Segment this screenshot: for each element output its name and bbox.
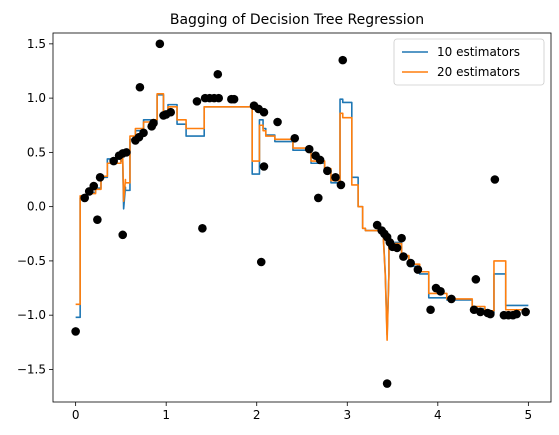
scatter-point (447, 294, 456, 304)
x-tick-label: 4 (434, 408, 442, 422)
scatter-point (323, 166, 332, 176)
scatter-point (229, 94, 239, 104)
y-tick-label: −1.0 (17, 308, 46, 322)
scatter-point (109, 156, 118, 166)
scatter-point (139, 128, 148, 138)
scatter-point (315, 155, 325, 165)
scatter-point (135, 82, 145, 92)
scatter-point (397, 233, 406, 243)
scatter-point (436, 287, 445, 296)
x-tick-label: 5 (525, 408, 533, 422)
scatter-point (213, 69, 223, 79)
y-tick-label: −0.5 (17, 254, 46, 268)
scatter-point (314, 193, 323, 203)
scatter-point (426, 305, 435, 315)
scatter-point (214, 93, 223, 103)
scatter-point (259, 162, 269, 171)
legend-label: 10 estimators (437, 45, 520, 59)
scatter-point (399, 252, 408, 261)
scatter-point (521, 307, 530, 317)
scatter-point (413, 265, 423, 274)
scatter-point (80, 193, 89, 203)
y-tick-label: 0.0 (27, 200, 46, 214)
scatter-point (192, 97, 202, 106)
y-tick-label: −1.5 (17, 362, 46, 376)
scatter-point (122, 148, 131, 157)
scatter-point (259, 107, 269, 117)
scatter-point (512, 309, 521, 319)
scatter-point (93, 215, 102, 224)
scatter-point (338, 55, 348, 65)
plot-area: 0 1 2 3 4 5 −1.5 −1.0 −0.5 0.0 0.5 1.0 1.5 (17, 32, 552, 422)
scatter-point (155, 39, 165, 49)
legend-label: 20 estimators (437, 65, 520, 79)
scatter-point (476, 307, 485, 317)
scatter-point (336, 180, 346, 190)
x-tick-label: 0 (72, 408, 80, 422)
scatter-point (304, 144, 314, 154)
y-tick-label: 0.5 (27, 145, 46, 159)
scatter-point (382, 379, 392, 388)
legend: 10 estimators 20 estimators (393, 38, 545, 86)
scatter-point (166, 107, 176, 117)
scatter-point (149, 118, 158, 128)
scatter-point (198, 224, 207, 233)
x-tick-label: 2 (253, 408, 261, 422)
scatter-points (71, 39, 530, 388)
scatter-point (331, 173, 340, 182)
legend-box (393, 38, 545, 86)
x-tick-label: 1 (162, 408, 170, 422)
scatter-point (273, 117, 282, 127)
scatter-point (256, 257, 266, 267)
axes-frame (52, 32, 552, 403)
y-tick-label: 1.0 (27, 91, 46, 105)
scatter-point (471, 275, 481, 284)
scatter-point (290, 133, 300, 143)
x-tick-label: 3 (343, 408, 351, 422)
scatter-point (118, 230, 128, 240)
chart-title: Bagging of Decision Tree Regression (170, 12, 424, 28)
scatter-point (486, 309, 495, 319)
scatter-point (89, 181, 99, 191)
scatter-point (392, 243, 402, 253)
scatter-point (71, 327, 80, 336)
scatter-point (95, 173, 105, 182)
scatter-point (406, 258, 415, 268)
y-tick-label: 1.5 (27, 37, 46, 51)
scatter-point (490, 175, 500, 184)
